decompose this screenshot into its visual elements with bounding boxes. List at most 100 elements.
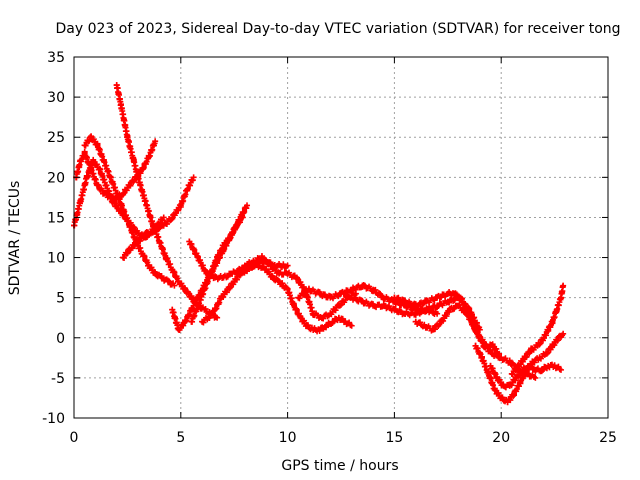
y-tick-label: 5	[56, 291, 65, 307]
data-point	[169, 266, 176, 273]
data-series-layer	[71, 82, 567, 406]
data-point	[560, 282, 567, 289]
data-point	[201, 286, 208, 293]
data-point	[256, 262, 263, 269]
data-point	[335, 302, 342, 309]
data-point	[359, 282, 366, 289]
data-point	[472, 342, 479, 349]
data-point	[162, 254, 169, 261]
data-point	[184, 186, 191, 193]
data-point	[412, 318, 419, 325]
data-point	[421, 322, 428, 329]
data-point	[169, 306, 176, 313]
data-point	[214, 254, 221, 261]
data-point	[160, 214, 167, 221]
data-point	[130, 158, 137, 165]
data-point	[293, 274, 300, 281]
y-tick-labels: -10 -5 0 5 10 15 20 25 30 35	[42, 50, 65, 427]
data-point	[493, 374, 500, 381]
data-point	[335, 314, 342, 321]
data-point	[229, 270, 236, 277]
data-point	[323, 322, 330, 329]
chart-title: Day 023 of 2023, Sidereal Day-to-day VTE…	[55, 21, 620, 37]
data-point	[451, 290, 458, 297]
data-point	[220, 274, 227, 281]
data-point	[175, 326, 182, 333]
data-point	[267, 262, 274, 269]
data-point	[491, 386, 498, 393]
data-point	[226, 234, 233, 241]
data-point	[412, 302, 419, 309]
data-point	[175, 278, 182, 285]
data-point	[211, 274, 218, 281]
data-point	[284, 270, 291, 277]
data-point	[485, 370, 492, 377]
data-point	[188, 306, 195, 313]
y-tick-label: 20	[47, 170, 65, 186]
y-tick-label: -10	[42, 411, 65, 427]
data-point	[199, 318, 206, 325]
data-point	[258, 254, 265, 261]
data-point	[218, 294, 225, 301]
data-point	[295, 294, 302, 301]
data-point	[244, 202, 251, 209]
data-point	[481, 342, 488, 349]
data-point	[182, 286, 189, 293]
data-point	[329, 318, 336, 325]
data-point	[113, 190, 120, 197]
data-point	[391, 306, 398, 313]
data-point	[498, 394, 505, 401]
data-point	[310, 326, 317, 333]
data-point	[342, 318, 349, 325]
data-point	[126, 246, 133, 253]
data-point	[359, 298, 366, 305]
data-point	[464, 310, 471, 317]
data-point	[284, 262, 291, 269]
data-point	[135, 238, 142, 245]
y-tick-label: 15	[47, 210, 65, 226]
data-point	[77, 158, 84, 165]
data-point	[525, 362, 532, 369]
data-point	[380, 302, 387, 309]
data-point	[152, 226, 159, 233]
data-point	[532, 366, 539, 373]
data-point	[194, 254, 201, 261]
data-point	[120, 254, 127, 261]
data-point	[143, 230, 150, 237]
data-point	[276, 270, 283, 277]
data-point	[506, 358, 513, 365]
data-point	[139, 166, 146, 173]
data-point	[276, 278, 283, 285]
data-point	[536, 354, 543, 361]
data-point	[171, 282, 178, 289]
data-point	[81, 150, 88, 157]
data-point	[553, 306, 560, 313]
data-point	[120, 206, 127, 213]
data-point	[558, 294, 565, 301]
data-point	[94, 182, 101, 189]
data-point	[487, 362, 494, 369]
data-point	[370, 286, 377, 293]
series-3	[81, 133, 178, 289]
data-point	[434, 310, 441, 317]
data-point	[239, 214, 246, 221]
data-point	[423, 306, 430, 313]
series-11	[276, 278, 355, 335]
data-point	[318, 314, 325, 321]
data-point	[297, 314, 304, 321]
data-point	[250, 258, 257, 265]
data-point	[233, 222, 240, 229]
data-point	[139, 250, 146, 257]
x-tick-label: 10	[279, 430, 297, 446]
data-point	[338, 290, 344, 297]
data-point	[508, 370, 515, 377]
y-tick-label: 30	[47, 90, 65, 106]
data-point	[402, 310, 409, 317]
data-point	[489, 342, 496, 349]
data-point	[457, 294, 464, 301]
data-point	[77, 198, 84, 205]
data-point	[224, 286, 231, 293]
data-point	[207, 270, 214, 277]
data-point	[160, 222, 167, 229]
